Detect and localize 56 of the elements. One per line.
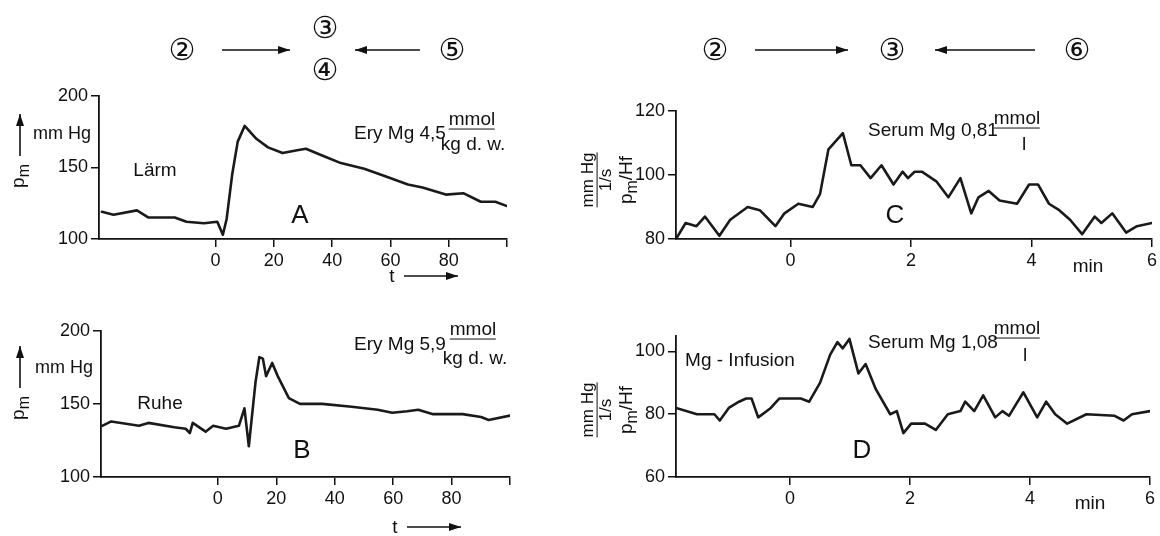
x-tick-label: 0	[212, 487, 223, 508]
x-tick-label: 6	[1146, 249, 1158, 270]
text: mm Hg	[577, 152, 598, 208]
annotation: mmol	[448, 107, 496, 130]
y-tick-label: 200	[59, 319, 90, 340]
annotation: Ruhe	[137, 392, 183, 414]
x-tick-label: 20	[266, 487, 287, 508]
x-tick-label: 80	[438, 249, 459, 270]
text: ④	[311, 52, 339, 88]
text: 1/s	[596, 168, 616, 192]
x-axis-title: min	[1072, 255, 1104, 277]
text: ②	[168, 32, 196, 68]
y-tick-label: 80	[644, 403, 665, 424]
y-tick-label: 100	[634, 340, 665, 361]
x-tick-label: 2	[904, 487, 916, 508]
y-tick-label: 100	[59, 465, 90, 486]
annotation: Lärm	[133, 159, 177, 181]
x-axis-title: t	[392, 516, 398, 536]
y-tick-label: 120	[634, 99, 665, 120]
y-tick-label: 60	[644, 465, 665, 486]
y-tick-label: 80	[644, 227, 665, 248]
y-tick-label: 100	[57, 227, 88, 248]
x-tick-label: 2	[905, 249, 916, 270]
text: mm Hg	[577, 382, 598, 438]
x-tick-label: 4	[1026, 249, 1037, 270]
text: mm Hg	[35, 356, 93, 377]
annotation: B	[293, 434, 311, 465]
annotation: mmol	[993, 106, 1041, 129]
y-tick-label: 200	[57, 84, 88, 105]
text: ⑤	[438, 32, 466, 68]
text: ③	[878, 32, 906, 68]
annotation: mmol	[449, 317, 497, 340]
x-tick-label: 0	[210, 249, 221, 270]
text: ⑥	[1063, 32, 1091, 68]
annotation: l	[1022, 344, 1028, 366]
y-tick-label: 150	[57, 156, 88, 177]
x-tick-label: 0	[785, 249, 796, 270]
x-tick-label: 20	[263, 249, 284, 270]
x-tick-label: 6	[1144, 487, 1156, 508]
x-tick-label: 0	[784, 487, 796, 508]
x-tick-label: 40	[324, 487, 345, 508]
x-tick-label: 4	[1024, 487, 1036, 508]
text: ③	[311, 10, 339, 46]
text: ②	[701, 32, 729, 68]
text: 1/s	[596, 398, 616, 422]
text: mm Hg	[33, 122, 91, 143]
x-tick-label: 40	[322, 249, 343, 270]
annotation: A	[291, 199, 309, 230]
annotation: Mg - Infusion	[685, 349, 795, 371]
annotation: l	[1021, 133, 1027, 155]
x-tick-label: 60	[383, 487, 404, 508]
y-tick-label: 150	[59, 392, 90, 413]
annotation: D	[852, 434, 872, 465]
x-tick-label: 80	[441, 487, 462, 508]
annotation: C	[885, 199, 905, 230]
x-axis-title: min	[1074, 492, 1106, 514]
